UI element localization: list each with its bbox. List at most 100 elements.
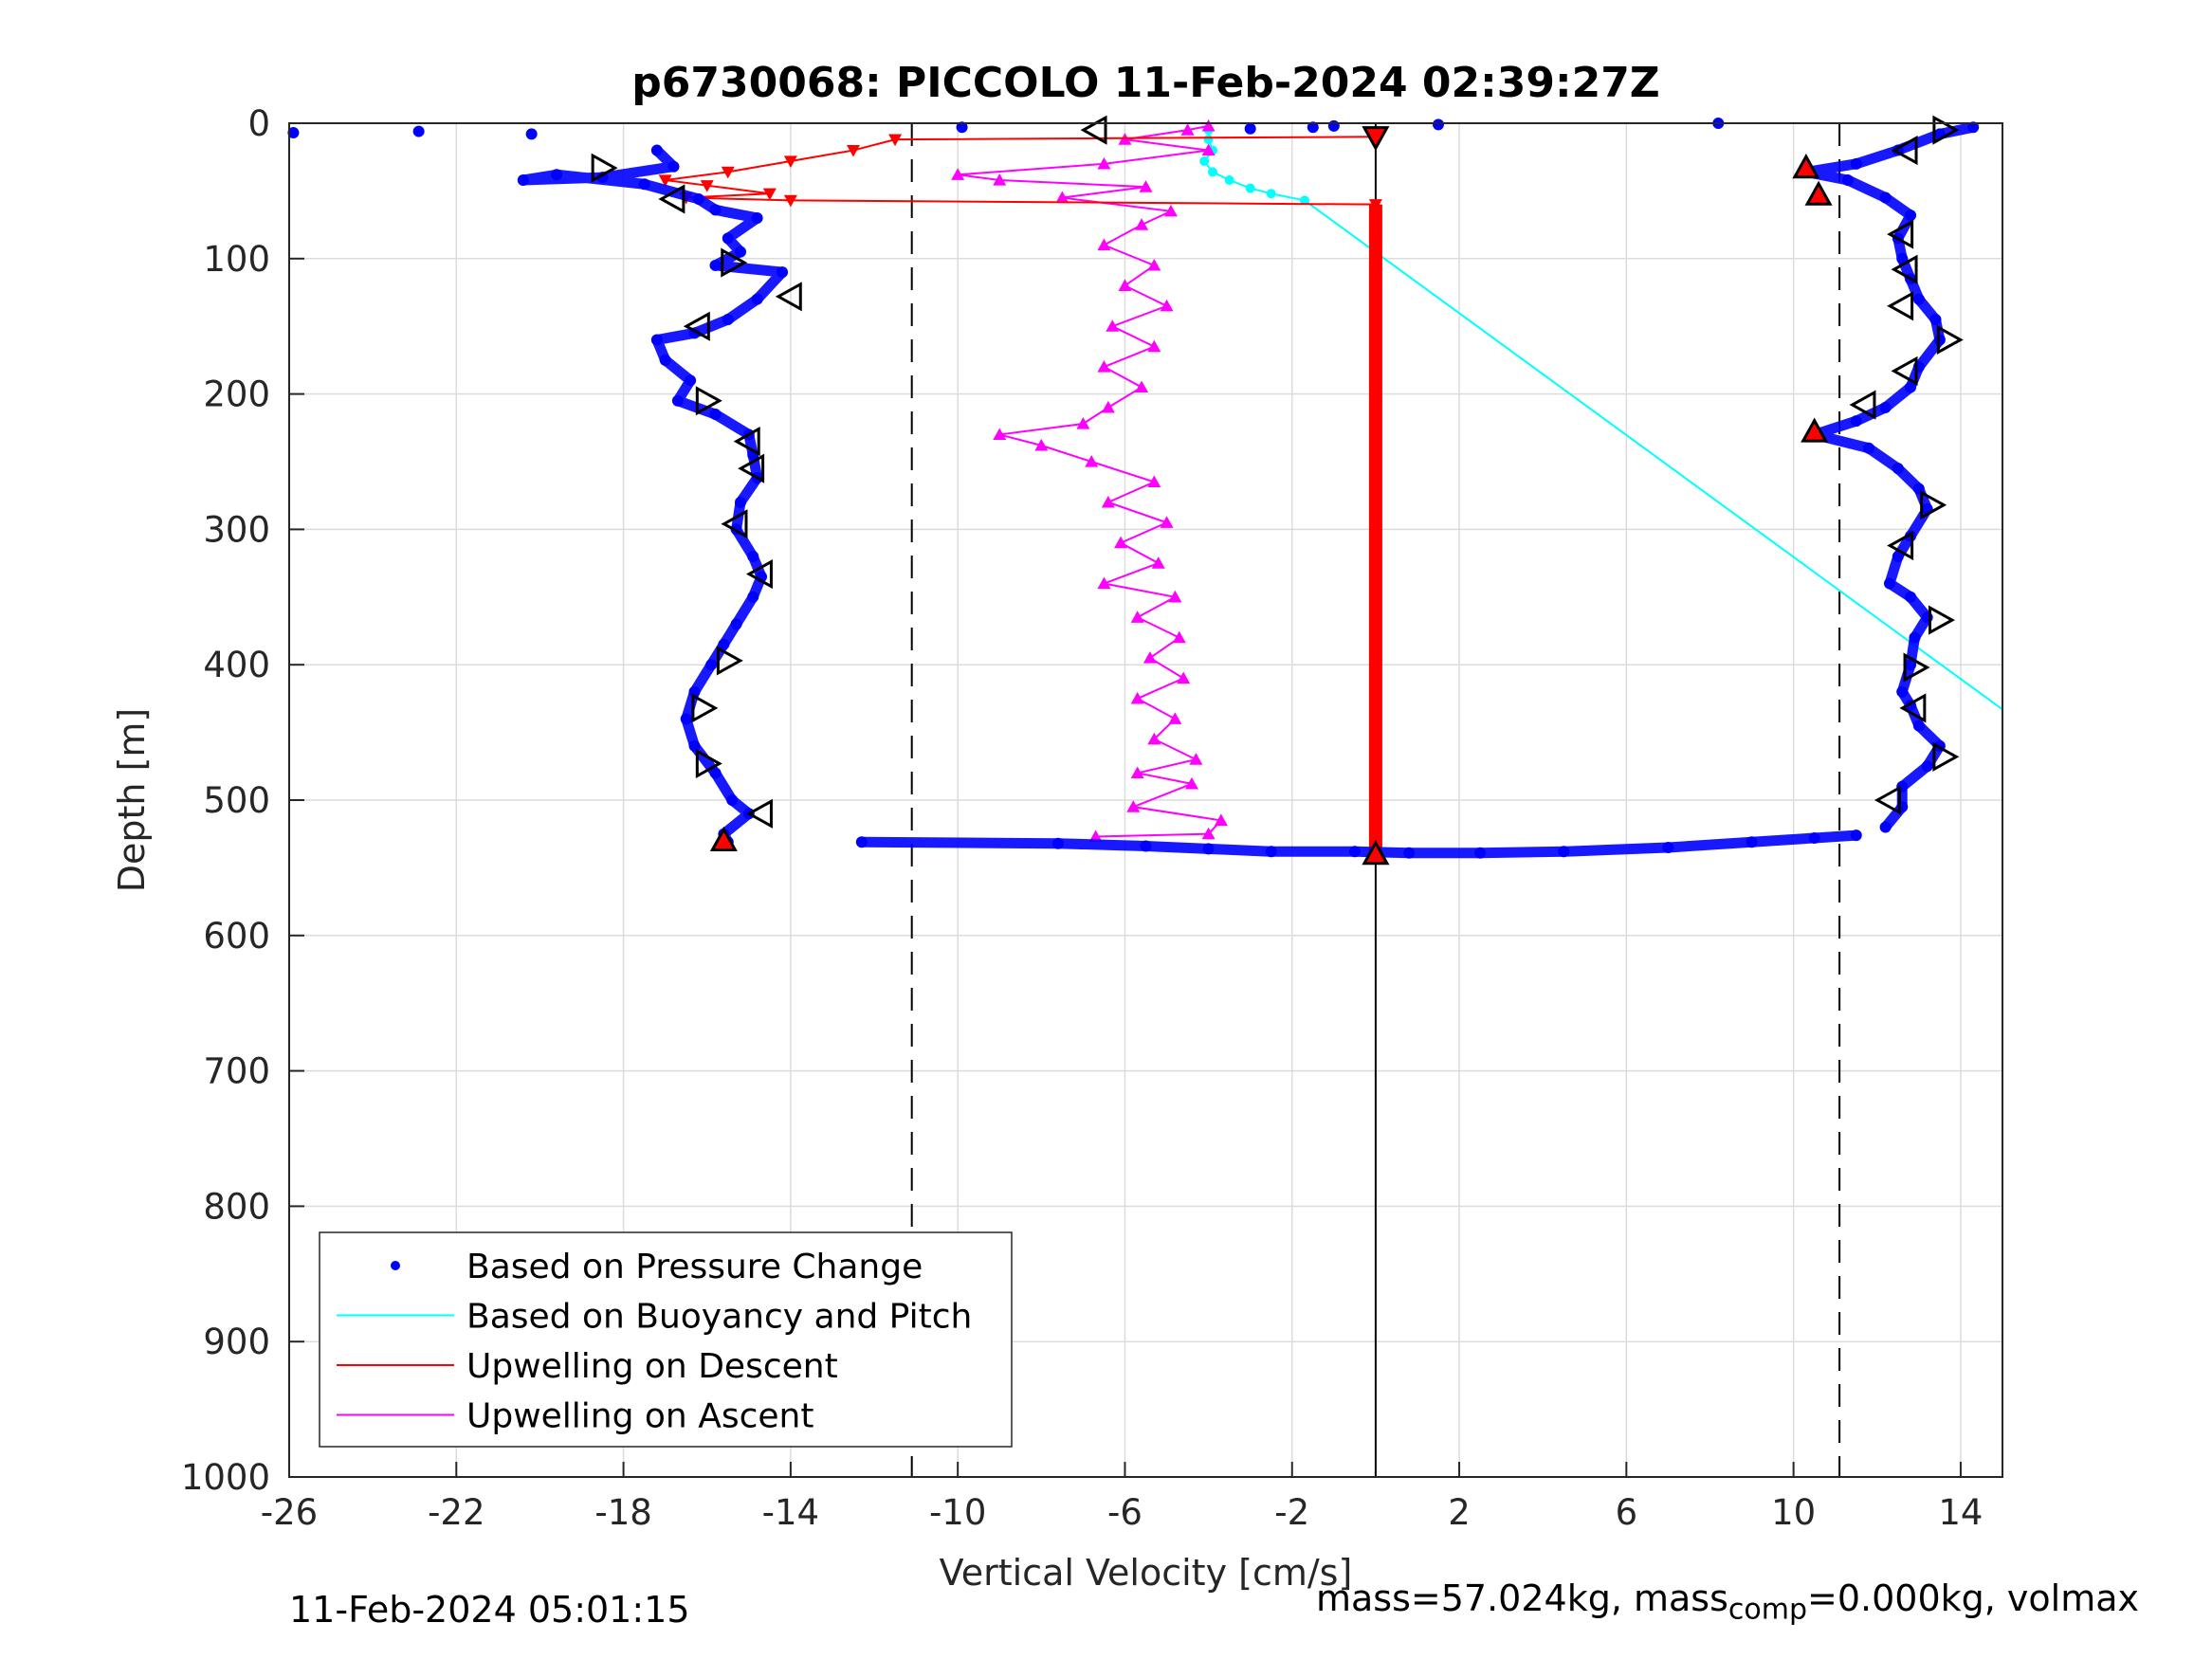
- upwelling-ascent-line: [958, 124, 1223, 838]
- upwelling-ascent-point: [1184, 776, 1198, 790]
- filled-triangle-marker: [1792, 154, 1820, 179]
- upwelling-ascent-point: [1177, 671, 1191, 684]
- footer-mass-sub: comp: [1728, 1593, 1808, 1627]
- upwelling-descent-point: [658, 174, 672, 187]
- upwelling-descent-point: [783, 155, 797, 168]
- open-triangle-marker: [1874, 785, 1901, 815]
- upwelling-descent-point: [846, 144, 860, 157]
- marker-overlay: [591, 115, 1964, 866]
- open-triangle-marker: [1903, 652, 1930, 683]
- buoyancy-point: [1199, 155, 1210, 166]
- pressure-change-point: [525, 128, 538, 140]
- footer-mass-suffix: =0.000kg, volmax: [1807, 1577, 2140, 1619]
- upwelling-ascent-point: [1160, 299, 1174, 312]
- upwelling-ascent-point: [1160, 516, 1174, 528]
- buoyancy-point: [1245, 183, 1255, 193]
- filled-triangle-marker: [1804, 180, 1833, 206]
- open-triangle-marker: [691, 693, 719, 723]
- x-axis-label: Vertical Velocity [cm/s]: [940, 1552, 1353, 1594]
- upwelling-ascent-point: [1097, 156, 1111, 170]
- y-tick-label: 700: [203, 1051, 270, 1092]
- y-tick-label: 200: [203, 374, 270, 415]
- upwelling-ascent-point: [1130, 611, 1144, 623]
- pressure-change-point: [1327, 119, 1340, 132]
- filled-triangle-marker: [1362, 126, 1390, 152]
- pressure-change-band: [856, 830, 1862, 859]
- x-tick-label: -22: [428, 1492, 484, 1533]
- filled-triangle-marker: [1801, 417, 1829, 443]
- upwelling-ascent-point: [1151, 556, 1165, 569]
- open-triangle-marker: [1928, 605, 1955, 635]
- footer-timestamp: 11-Feb-2024 05:01:15: [289, 1589, 690, 1631]
- open-triangle-marker: [658, 184, 686, 214]
- buoyancy-point: [1203, 135, 1214, 145]
- open-triangle-marker: [1887, 291, 1914, 321]
- open-triangle-marker: [1932, 741, 1960, 772]
- open-triangle-marker: [721, 509, 748, 539]
- buoyancy-point: [1299, 195, 1309, 206]
- upwelling-ascent-point: [1106, 319, 1120, 332]
- pressure-change-point: [1433, 118, 1445, 131]
- upwelling-ascent-point: [1135, 218, 1149, 230]
- open-triangle-marker: [775, 282, 802, 312]
- upwelling-ascent-point: [1139, 180, 1153, 192]
- filled-triangle-marker: [709, 826, 738, 851]
- upwelling-descent-column: [1368, 204, 1382, 855]
- filled-triangle-marker: [1362, 840, 1390, 866]
- upwelling-ascent-point: [1172, 630, 1186, 644]
- open-triangle-marker: [745, 558, 773, 590]
- upwelling-ascent-point: [1097, 360, 1111, 373]
- upwelling-ascent-point: [1114, 536, 1128, 549]
- upwelling-ascent-point: [1097, 238, 1111, 251]
- upwelling-descent-point: [762, 188, 777, 201]
- pressure-change-point: [1307, 121, 1319, 134]
- upwelling-ascent-point: [1097, 576, 1111, 590]
- data-series: [287, 118, 2003, 862]
- upwelling-ascent-point: [1055, 191, 1069, 204]
- upwelling-descent-line: [665, 136, 1377, 855]
- x-tick-label: -10: [929, 1492, 986, 1533]
- buoyancy-point: [1208, 167, 1218, 177]
- footer-mass-prefix: mass=57.024kg, mass: [1316, 1577, 1728, 1619]
- x-tick-label: -14: [762, 1492, 819, 1533]
- y-tick-label: 0: [247, 103, 270, 144]
- upwelling-ascent-point: [1101, 495, 1115, 508]
- y-tick-label: 500: [203, 780, 270, 821]
- y-tick-label: 300: [203, 509, 270, 550]
- legend-label: Upwelling on Ascent: [466, 1397, 814, 1436]
- upwelling-ascent-point: [1189, 753, 1203, 765]
- upwelling-ascent-point: [993, 173, 1007, 186]
- upwelling-ascent-point: [1168, 590, 1182, 603]
- buoyancy-point: [1224, 174, 1234, 185]
- upwelling-ascent-point: [1130, 691, 1144, 704]
- upwelling-ascent-point: [1147, 732, 1161, 745]
- open-triangle-marker: [1899, 693, 1927, 723]
- pressure-change-point: [287, 126, 300, 138]
- upwelling-ascent-point: [1130, 766, 1144, 779]
- open-triangle-marker: [683, 311, 710, 341]
- upwelling-ascent-point: [1101, 400, 1115, 413]
- buoyancy-point: [1266, 189, 1276, 199]
- upwelling-descent-point: [721, 166, 735, 179]
- open-triangle-marker: [1891, 254, 1918, 284]
- x-tick-label: 14: [1938, 1492, 1983, 1533]
- upwelling-ascent-point: [1163, 204, 1178, 217]
- open-triangle-marker: [1849, 390, 1876, 420]
- y-tick-label: 800: [203, 1186, 270, 1227]
- upwelling-ascent-point: [1180, 123, 1195, 136]
- upwelling-descent-point: [700, 180, 714, 192]
- open-triangle-marker: [591, 153, 618, 183]
- legend-swatch-dot: [391, 1261, 400, 1270]
- open-triangle-marker: [745, 798, 773, 829]
- open-triangle-marker: [1887, 530, 1914, 561]
- y-tick-label: 600: [203, 916, 270, 957]
- upwelling-ascent-point: [1085, 455, 1099, 467]
- open-triangle-marker: [1891, 136, 1918, 166]
- open-triangle-marker: [1887, 219, 1914, 249]
- x-tick-label: 2: [1448, 1492, 1471, 1533]
- upwelling-descent-point: [783, 194, 797, 208]
- legend-box: [319, 1231, 1013, 1448]
- pressure-change-point: [412, 125, 425, 137]
- x-tick-label: -26: [261, 1492, 318, 1533]
